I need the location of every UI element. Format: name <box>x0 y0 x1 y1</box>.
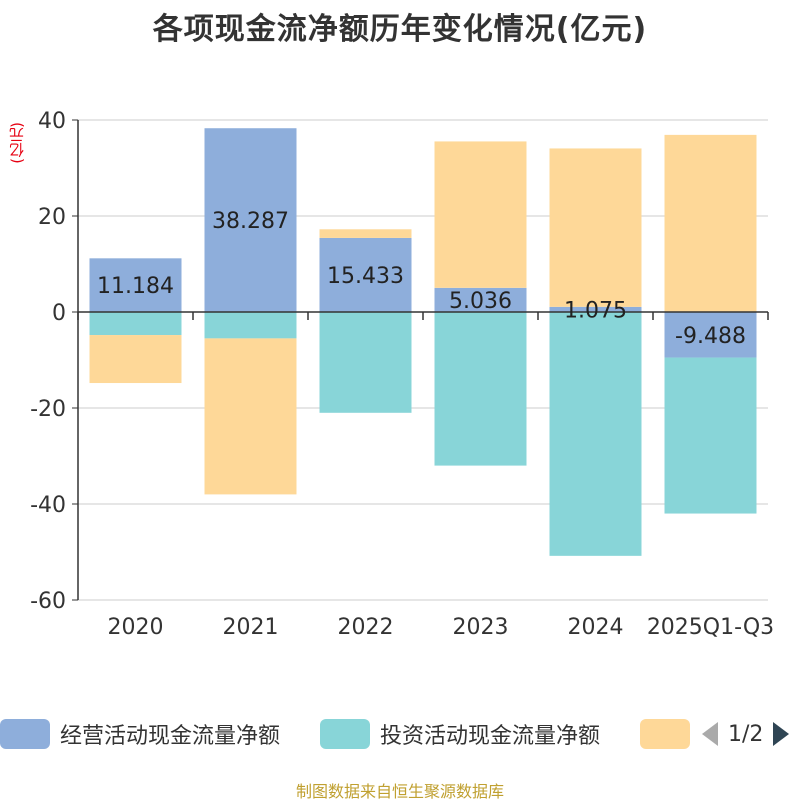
bar-operating[interactable] <box>204 128 297 312</box>
legend-swatch-investing <box>320 719 370 749</box>
prev-page-icon[interactable] <box>700 720 720 748</box>
bar-operating[interactable] <box>549 306 642 312</box>
y-tick-label: -60 <box>30 589 66 614</box>
bar-investing[interactable] <box>664 357 757 514</box>
bar-financing[interactable] <box>319 229 412 238</box>
x-tick-label: 2022 <box>338 615 394 640</box>
legend-pager: 1/2 <box>700 716 791 752</box>
bar-investing[interactable] <box>549 312 642 556</box>
x-tick-label: 2020 <box>108 615 164 640</box>
legend-item-financing[interactable] <box>640 716 700 752</box>
legend-item-operating[interactable]: 经营活动现金流量净额 <box>0 716 280 752</box>
bar-financing[interactable] <box>549 148 642 307</box>
bar-operating[interactable] <box>319 237 412 312</box>
y-tick-label: -20 <box>30 397 66 422</box>
bar-financing[interactable] <box>204 338 297 495</box>
legend-page-indicator: 1/2 <box>728 721 764 747</box>
data-label-operating: -9.488 <box>675 324 746 349</box>
legend-label-operating: 经营活动现金流量净额 <box>60 724 281 749</box>
data-label-operating: 38.287 <box>212 209 289 234</box>
chart-title: 各项现金流净额历年变化情况(亿元) <box>152 12 648 47</box>
bar-investing[interactable] <box>204 312 297 339</box>
legend-swatch-operating <box>0 719 50 749</box>
data-label-operating: 11.184 <box>97 274 174 299</box>
bar-investing[interactable] <box>434 312 527 466</box>
x-tick-label: 2025Q1-Q3 <box>647 615 774 640</box>
bar-investing[interactable] <box>89 312 182 336</box>
x-tick-label: 2024 <box>568 615 624 640</box>
next-page-icon[interactable] <box>771 720 791 748</box>
bar-operating[interactable] <box>89 258 182 312</box>
bar-financing[interactable] <box>89 335 182 384</box>
y-tick-label: -40 <box>30 493 66 518</box>
y-tick-label: 40 <box>38 109 66 134</box>
data-label-operating: 15.433 <box>327 264 404 289</box>
bar-operating[interactable] <box>434 287 527 312</box>
legend: 经营活动现金流量净额 投资活动现金流量净额 1/2 <box>0 716 800 756</box>
bar-investing[interactable] <box>319 312 412 413</box>
y-tick-label: 0 <box>52 301 66 326</box>
bar-financing[interactable] <box>434 141 527 288</box>
legend-swatch-financing <box>640 719 690 749</box>
bar-operating[interactable] <box>664 312 757 358</box>
data-label-operating: 5.036 <box>449 289 512 314</box>
legend-item-investing[interactable]: 投资活动现金流量净额 <box>320 716 600 752</box>
axes: -60 -40 -20 0 20 40 2020 2021 2022 2023 2024 2025Q1… <box>30 109 774 640</box>
data-labels: 11.184 38.287 15.433 5.036 1.075 -9.488 <box>97 209 746 349</box>
y-tick-label: 20 <box>38 205 66 230</box>
bars <box>89 128 757 556</box>
x-tick-label: 2021 <box>223 615 279 640</box>
legend-label-investing: 投资活动现金流量净额 <box>380 724 601 749</box>
x-tick-label: 2023 <box>453 615 509 640</box>
bar-financing[interactable] <box>664 134 757 312</box>
data-label-operating: 1.075 <box>564 298 627 323</box>
source-footer: 制图数据来自恒生聚源数据库 <box>295 782 504 801</box>
bar-chart: -60 -40 -20 0 20 40 2020 2021 2022 2023 2024 2025Q1… <box>30 109 774 640</box>
